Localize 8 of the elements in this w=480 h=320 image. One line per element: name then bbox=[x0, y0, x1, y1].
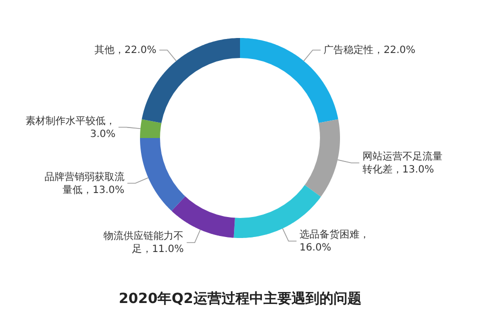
slice-label: 物流供应链能力不足，11.0% bbox=[104, 230, 184, 256]
slice-label: 网站运营不足流量转化差，13.0% bbox=[362, 150, 442, 176]
slice-label: 素材制作水平较低，3.0% bbox=[26, 114, 116, 140]
slice-label: 品牌营销弱获取流量低，13.0% bbox=[44, 170, 124, 196]
slice-label: 其他，22.0% bbox=[94, 44, 156, 56]
slice-label: 选品备货困难，16.0% bbox=[300, 228, 370, 254]
text: 2020年Q2运营过程中主要遇到的问题 bbox=[118, 290, 362, 307]
slice-label: 广告稳定性，22.0% bbox=[324, 44, 416, 56]
